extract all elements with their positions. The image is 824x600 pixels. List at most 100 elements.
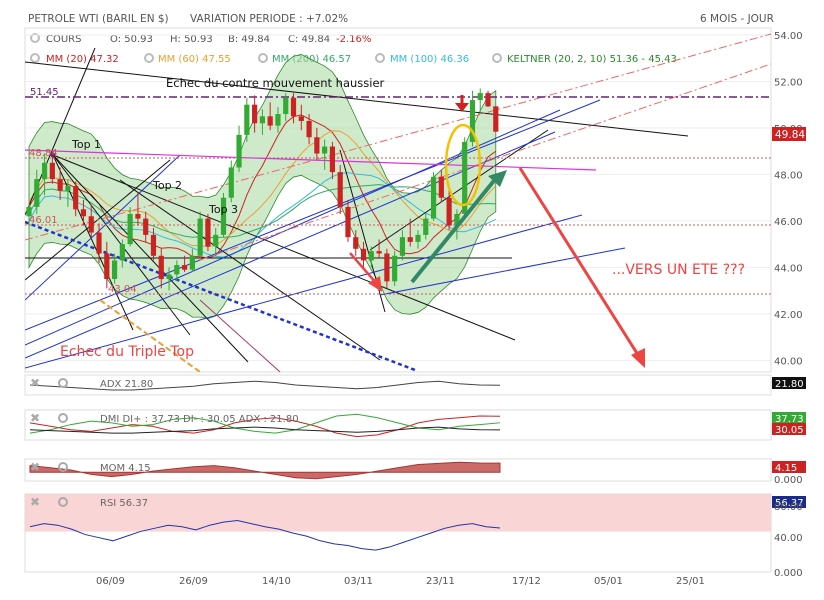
- gear-icon[interactable]: [492, 53, 502, 63]
- value-badge-label: 30.05: [775, 425, 804, 436]
- mm200-line: [28, 184, 496, 239]
- x-tick-label: 25/01: [676, 576, 705, 587]
- variation-label: VARIATION PERIODE : +7.02%: [190, 13, 348, 25]
- indicator-panels: ✖ ADX 21.80 21.80 ✖ DMI DI+ : 37.73 DI- : 30…: [24, 374, 806, 579]
- y-tick-label: 54.00: [774, 31, 803, 42]
- highlight-ellipse: [444, 123, 482, 207]
- y-tick-label: 40.00: [774, 356, 803, 367]
- trendline-blue: [25, 154, 181, 301]
- candle-body: [353, 237, 359, 249]
- candle-body: [454, 213, 460, 226]
- candle-body: [462, 141, 468, 214]
- last-price-label: 49.84: [775, 129, 805, 141]
- trendline-red: [25, 33, 771, 241]
- candle-body: [345, 206, 351, 238]
- candle-body: [143, 218, 149, 235]
- candle-body: [111, 260, 118, 280]
- trendlines: [25, 33, 771, 372]
- y-tick-label: 46.00: [774, 217, 803, 228]
- gear-icon: [58, 413, 68, 423]
- panel-title: MOM 4.15: [100, 463, 151, 474]
- trendline-black: [119, 179, 381, 361]
- legend-low: B: 49.84: [228, 34, 270, 45]
- rsi-tick-label: 40.00: [774, 533, 803, 544]
- trendline-red: [199, 63, 771, 261]
- gear-icon[interactable]: [30, 33, 40, 43]
- candle-body: [205, 218, 211, 247]
- y-tick-label: 42.00: [774, 310, 803, 321]
- candle-body: [267, 116, 273, 126]
- candle-body: [104, 253, 110, 280]
- candle-body: [213, 234, 219, 247]
- candle-body: [384, 253, 390, 282]
- gear-icon[interactable]: [258, 53, 268, 63]
- trendline-black: [52, 154, 249, 363]
- candle-body: [80, 209, 87, 217]
- close-icon: ✖: [30, 411, 40, 425]
- gear-icon[interactable]: [144, 53, 154, 63]
- mm20-line: [28, 114, 497, 259]
- mm60-line: [28, 130, 497, 248]
- x-axis: 06/09 26/09 14/10 03/11 23/11 17/12 05/01 25/01: [96, 576, 705, 587]
- rsi-tick-label: 80.00: [774, 502, 803, 513]
- candle-body: [65, 186, 71, 191]
- candle-body: [158, 255, 164, 280]
- candle-body: [337, 172, 343, 207]
- gear-icon[interactable]: [30, 53, 40, 63]
- candle-body: [228, 167, 234, 198]
- gear-icon[interactable]: [375, 53, 385, 63]
- legend-close: C: 49.84: [288, 34, 330, 45]
- rsi-overbought-zone: [25, 494, 771, 532]
- candle-body: [73, 186, 79, 210]
- x-tick-label: 03/11: [344, 576, 373, 587]
- legend-open: O: 50.93: [110, 34, 153, 45]
- y-tick-label: 44.00: [774, 263, 803, 274]
- annotation-top3: Top 3: [208, 203, 238, 216]
- gear-icon: [58, 462, 68, 472]
- level-label-4304: 43.04: [108, 284, 137, 295]
- candle-body: [135, 213, 141, 219]
- candle-body: [119, 244, 125, 261]
- candle-body: [88, 216, 94, 233]
- value-badge: [772, 412, 806, 424]
- legend-high: H: 50.93: [170, 34, 213, 45]
- candle-body: [127, 213, 133, 245]
- arrow-red-down: [455, 95, 469, 112]
- candle-body: [360, 248, 367, 261]
- value-badge-label: 21.80: [775, 379, 804, 390]
- candle-body: [259, 116, 265, 124]
- candle-body: [493, 106, 499, 132]
- value-badge: [772, 461, 806, 473]
- candle-body: [407, 237, 413, 242]
- y-tick-label: 48.00: [774, 170, 803, 181]
- magenta-line: [25, 149, 597, 171]
- candle-body: [166, 274, 172, 280]
- candle-body: [41, 162, 48, 180]
- candle-body: [469, 100, 476, 142]
- candle-body: [57, 179, 63, 191]
- candle-body: [236, 134, 242, 168]
- indicator-line: [29, 520, 501, 551]
- indicator-line: [29, 426, 501, 434]
- candle-body: [150, 234, 157, 256]
- indicator-line: [29, 415, 501, 438]
- value-badge-label: 37.73: [775, 414, 804, 425]
- candle-body: [49, 162, 55, 180]
- candle-body: [485, 93, 491, 107]
- mm100-line: [28, 172, 497, 258]
- candle-body: [368, 251, 374, 261]
- candle-body: [283, 97, 289, 114]
- level-label-5145: 51.45: [30, 87, 59, 98]
- candle-body: [189, 255, 195, 270]
- legend-keltner: KELTNER (20, 2, 10) 51.36 - 45.43: [507, 54, 677, 65]
- candle-body: [244, 104, 250, 135]
- top1-marker: [50, 152, 56, 158]
- panel-frame: [24, 374, 772, 396]
- value-badge: [772, 496, 806, 508]
- candle-body: [322, 146, 328, 154]
- panel-title: DMI DI+ : 37.73 DI- : 30.05 ADX : 21.80: [100, 414, 299, 425]
- trendline-black: [25, 61, 689, 137]
- x-tick-label: 26/09: [179, 576, 208, 587]
- moving-averages: [28, 114, 497, 259]
- orange-dashed-line: [99, 299, 201, 372]
